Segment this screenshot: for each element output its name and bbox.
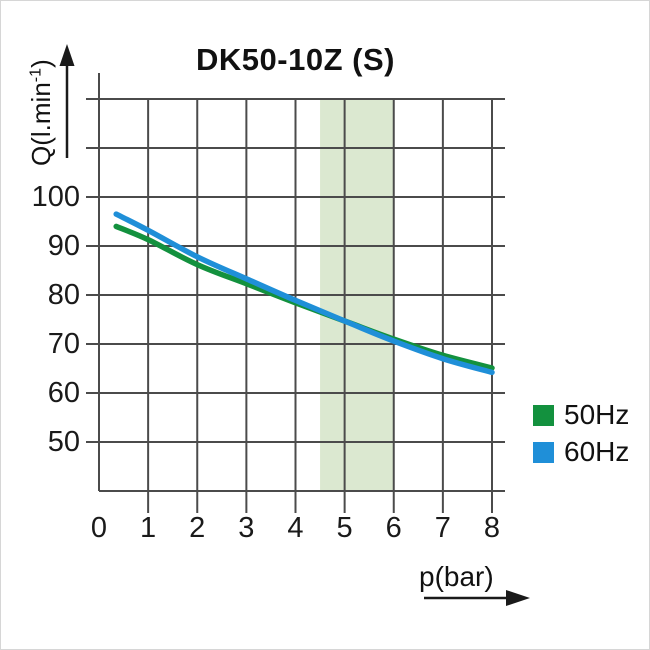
- y-axis-label-suffix: ): [26, 59, 56, 68]
- y-tick-label-50: 50: [47, 426, 80, 458]
- x-tick-label-2: 2: [189, 512, 206, 544]
- series-curve-50hz: [113, 223, 495, 371]
- y-axis-label: Q(l.min-1): [26, 59, 57, 166]
- legend-swatch-60hz-icon: [533, 441, 554, 463]
- y-tick-label-90: 90: [47, 230, 80, 262]
- legend-swatch-50hz-icon: [533, 404, 554, 426]
- y-axis-label-text: Q(l.min: [26, 82, 56, 166]
- legend-item-50hz: 50Hz: [533, 399, 630, 430]
- x-axis-label: p(bar): [419, 561, 494, 592]
- x-tick-label-3: 3: [238, 512, 255, 544]
- plot-layer: [86, 73, 505, 513]
- series-curve-60hz: [113, 211, 495, 376]
- x-tick-label-7: 7: [434, 512, 451, 544]
- x-axis-arrow-icon: [424, 590, 530, 606]
- legend-label-50hz: 50Hz: [564, 399, 630, 430]
- x-tick-label-4: 4: [287, 512, 304, 544]
- legend-label-60hz: 60Hz: [564, 436, 630, 467]
- legend-item-60hz: 60Hz: [533, 436, 630, 467]
- chart-title: DK50-10Z (S): [196, 42, 395, 77]
- y-tick-label-60: 60: [47, 377, 80, 409]
- y-axis-arrow-icon: [59, 44, 75, 158]
- x-tick-label-0: 0: [90, 512, 108, 544]
- y-tick-label-100: 100: [31, 181, 80, 213]
- y-tick-label-70: 70: [47, 328, 80, 360]
- legend: 50Hz 60Hz: [533, 399, 630, 467]
- x-tick-label-8: 8: [483, 512, 501, 544]
- x-tick-label-1: 1: [140, 512, 157, 544]
- x-tick-label-5: 5: [336, 512, 353, 544]
- y-tick-label-80: 80: [47, 279, 80, 311]
- x-tick-label-6: 6: [385, 512, 402, 544]
- y-axis-label-superscript: -1: [26, 67, 45, 83]
